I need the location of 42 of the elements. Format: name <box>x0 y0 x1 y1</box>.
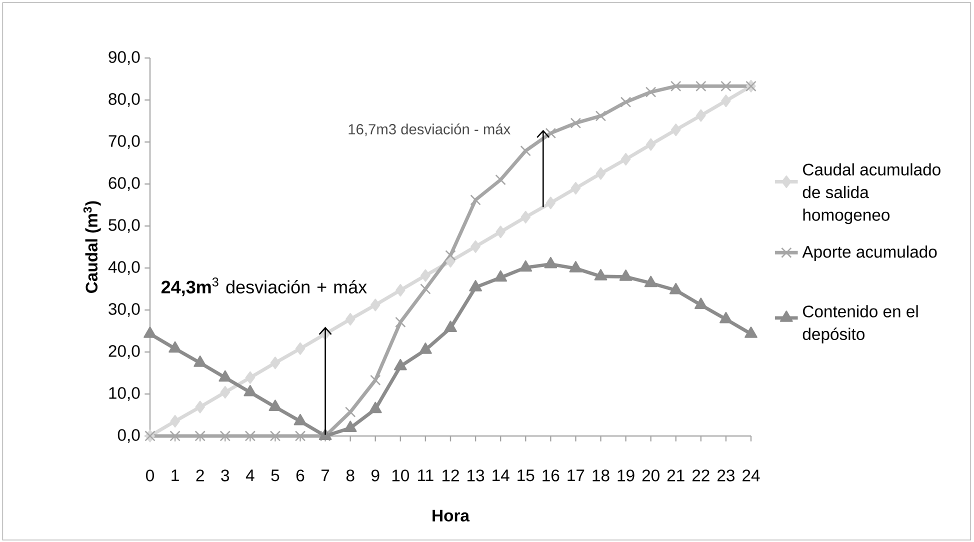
x-tick-label: 12 <box>442 470 459 482</box>
y-tick-label: 90,0 <box>108 51 140 65</box>
x-tick-label: 6 <box>296 470 304 482</box>
x-tick-label: 14 <box>492 470 510 482</box>
y-tick-label: 80,0 <box>108 93 140 107</box>
x-tick-label: 0 <box>146 470 154 482</box>
annotation: 24,3m$^{3}$ desviación + máx <box>161 278 367 296</box>
x-axis-title: Hora <box>432 510 470 522</box>
y-tick-label: 40,0 <box>108 261 140 275</box>
x-tick-label: 4 <box>246 470 254 482</box>
x-tick-label: 7 <box>322 470 330 482</box>
x-tick-label: 21 <box>667 470 684 482</box>
x-tick-label: 22 <box>692 470 710 482</box>
x-tick-label: 18 <box>592 470 610 482</box>
y-tick-label: 60,0 <box>108 177 140 191</box>
x-tick-label: 3 <box>221 470 230 482</box>
x-tick-label: 1 <box>172 470 179 482</box>
legend-label: Aporte acumulado <box>802 246 937 262</box>
x-tick-label: 16 <box>542 470 560 482</box>
x-tick-label: 20 <box>642 470 660 482</box>
y-tick-label: 0,0 <box>118 429 140 443</box>
x-tick-label: 5 <box>271 470 280 482</box>
x-tick-label: 17 <box>568 470 584 482</box>
x-tick-label: 23 <box>718 470 734 482</box>
y-axis-title: Caudal (m$^{3}$) <box>83 201 101 293</box>
x-tick-label: 11 <box>418 470 434 482</box>
legend-label: Contenido en el depósito <box>802 305 918 344</box>
y-tick-label: 20,0 <box>108 345 140 359</box>
x-tick-label: 24 <box>742 470 760 482</box>
annotation: 16,7m3 desviación - máx <box>348 123 510 136</box>
y-tick-label: 30,0 <box>108 303 140 317</box>
x-tick-label: 8 <box>346 470 354 482</box>
x-tick-label: 15 <box>518 470 534 482</box>
x-tick-label: 10 <box>392 470 410 482</box>
y-tick-label: 10,0 <box>109 387 140 401</box>
x-tick-label: 2 <box>196 470 204 482</box>
x-tick-label: 13 <box>468 470 484 482</box>
y-tick-label: 50,0 <box>108 219 140 233</box>
y-tick-label: 70,0 <box>108 135 140 149</box>
x-tick-label: 9 <box>372 470 380 482</box>
legend-label: Caudal acumulado de salida homogeneo <box>802 163 940 224</box>
x-tick-label: 19 <box>618 470 634 482</box>
